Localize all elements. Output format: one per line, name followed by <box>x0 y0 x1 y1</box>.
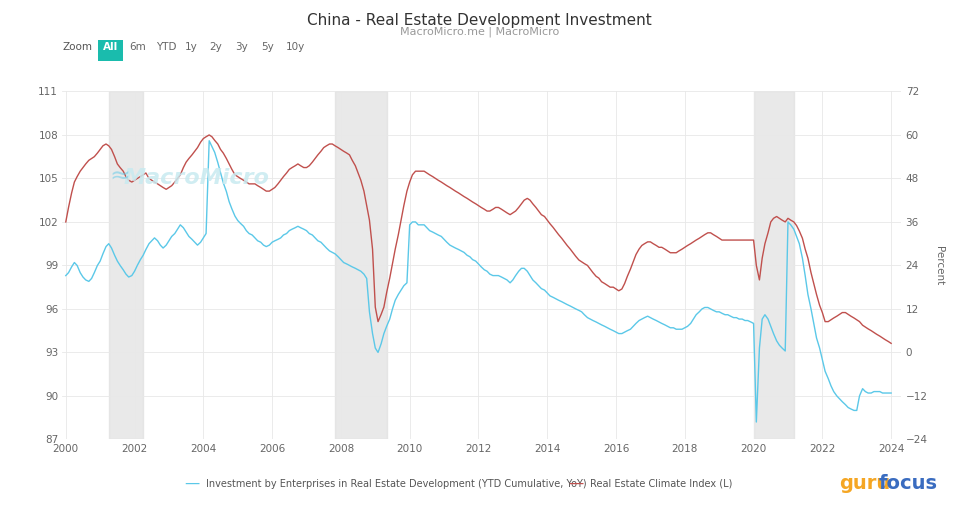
Bar <box>754 91 794 439</box>
Bar <box>335 91 386 439</box>
Text: 6m: 6m <box>129 42 146 52</box>
Text: 3y: 3y <box>235 42 247 52</box>
Text: Real Estate Climate Index (L): Real Estate Climate Index (L) <box>590 479 732 489</box>
Bar <box>108 91 143 439</box>
Text: YTD: YTD <box>156 42 176 52</box>
Text: China - Real Estate Development Investment: China - Real Estate Development Investme… <box>307 13 652 28</box>
Text: 1y: 1y <box>185 42 198 52</box>
Text: —: — <box>568 476 583 491</box>
Text: 10y: 10y <box>286 42 305 52</box>
Text: 5y: 5y <box>261 42 273 52</box>
Text: ≈: ≈ <box>109 165 129 188</box>
Text: focus: focus <box>878 474 938 493</box>
Text: Zoom: Zoom <box>62 42 92 52</box>
Text: 2y: 2y <box>209 42 222 52</box>
Text: MacroMicro.me | MacroMicro: MacroMicro.me | MacroMicro <box>400 26 559 37</box>
Text: guru: guru <box>839 474 890 493</box>
Text: Investment by Enterprises in Real Estate Development (YTD Cumulative, YoY): Investment by Enterprises in Real Estate… <box>206 479 587 489</box>
Text: All: All <box>103 42 118 52</box>
Text: —: — <box>184 476 199 491</box>
Y-axis label: Percent: Percent <box>934 246 945 285</box>
Text: MacroMicro: MacroMicro <box>124 169 269 188</box>
